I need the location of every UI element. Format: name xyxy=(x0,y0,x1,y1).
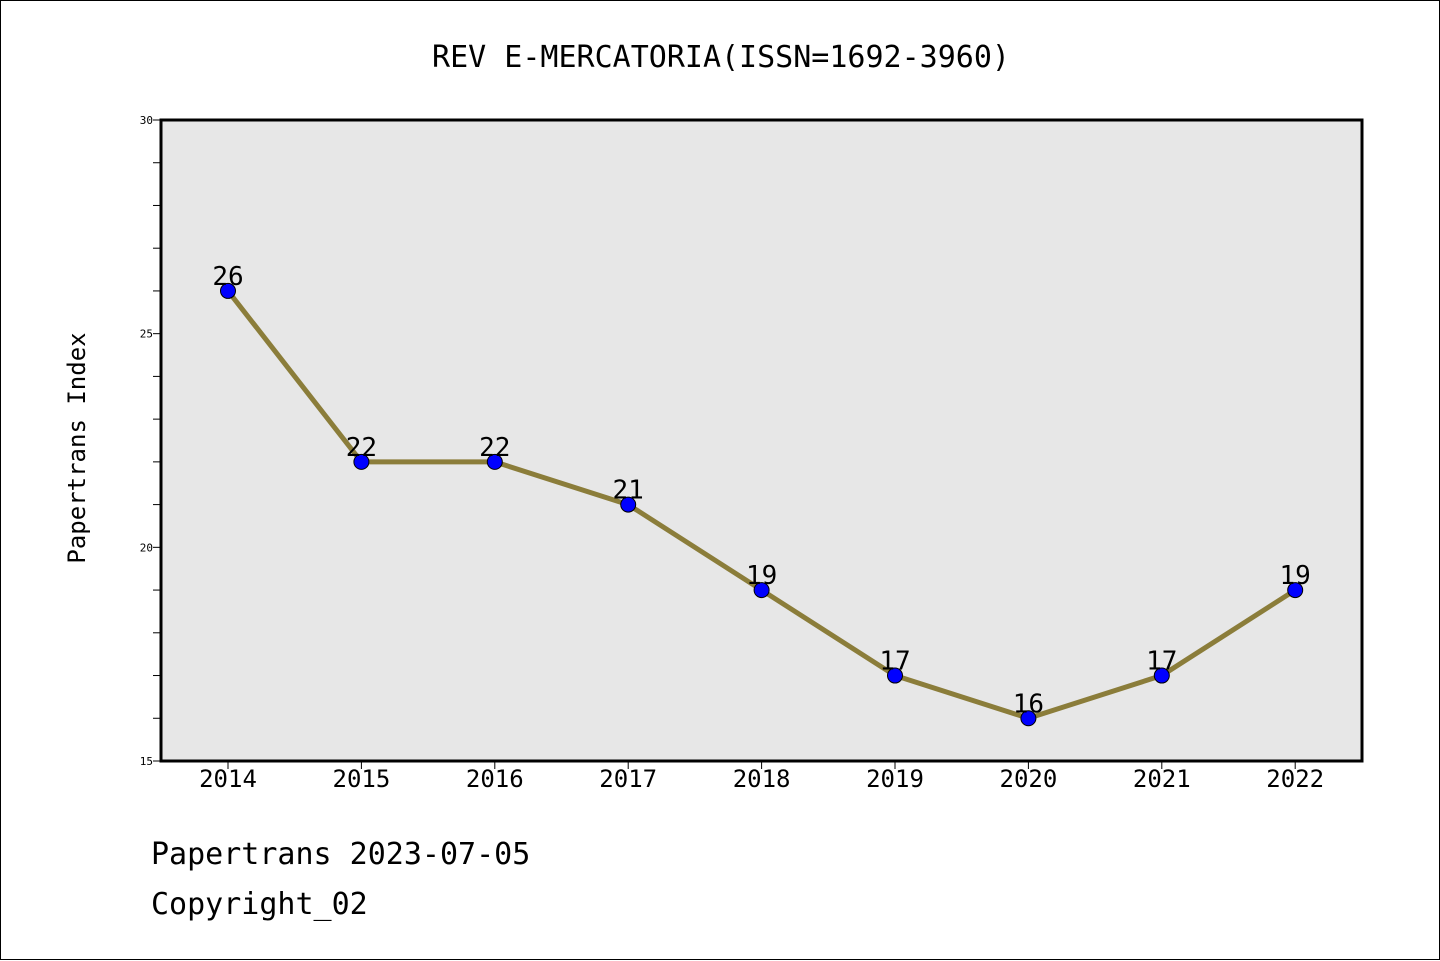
data-label: 19 xyxy=(746,561,777,591)
data-label: 16 xyxy=(1013,689,1044,719)
x-tick-label: 2014 xyxy=(199,765,257,793)
x-tick-label: 2020 xyxy=(1000,765,1058,793)
x-tick-label: 2019 xyxy=(866,765,924,793)
data-point xyxy=(486,453,503,470)
data-label: 22 xyxy=(346,433,377,463)
data-point xyxy=(1020,710,1037,727)
data-labels: 26 22 22 21 19 17 16 17 19 xyxy=(212,262,1311,719)
data-point xyxy=(887,667,903,684)
y-axis-label: Papertrans Index xyxy=(63,332,91,563)
chart-title: REV E-MERCATORIA(ISSN=1692-3960) xyxy=(432,40,1010,75)
data-label: 17 xyxy=(1146,647,1177,677)
y-tick-label: 20 xyxy=(140,541,153,554)
data-label: 19 xyxy=(1280,561,1311,591)
y-axis: 15 20 25 30 xyxy=(140,114,161,768)
data-point xyxy=(753,582,770,599)
footer-copyright: Copyright_02 xyxy=(151,887,368,922)
data-point xyxy=(620,496,637,513)
data-label: 21 xyxy=(613,476,644,506)
y-tick-label: 30 xyxy=(140,114,153,127)
x-tick-label: 2018 xyxy=(733,765,791,793)
plot-area xyxy=(159,118,1364,763)
series-layer xyxy=(220,282,1304,727)
data-label: 17 xyxy=(879,647,910,677)
x-tick-label: 2022 xyxy=(1266,765,1324,793)
data-point xyxy=(1287,582,1304,599)
x-tick-label: 2016 xyxy=(466,765,524,793)
x-axis: 2014 2015 2016 2017 2018 2019 2020 2021 2022 xyxy=(199,761,1324,793)
data-point xyxy=(353,453,370,470)
y-tick-label: 25 xyxy=(140,328,153,341)
footer-date: Papertrans 2023-07-05 xyxy=(151,837,531,872)
x-tick-label: 2017 xyxy=(599,765,657,793)
x-tick-label: 2015 xyxy=(333,765,391,793)
x-tick-label: 2021 xyxy=(1133,765,1191,793)
data-point xyxy=(220,282,236,299)
data-label: 22 xyxy=(479,433,510,463)
y-tick-label: 15 xyxy=(140,755,153,768)
data-point xyxy=(1153,667,1170,684)
data-label: 26 xyxy=(212,262,243,292)
